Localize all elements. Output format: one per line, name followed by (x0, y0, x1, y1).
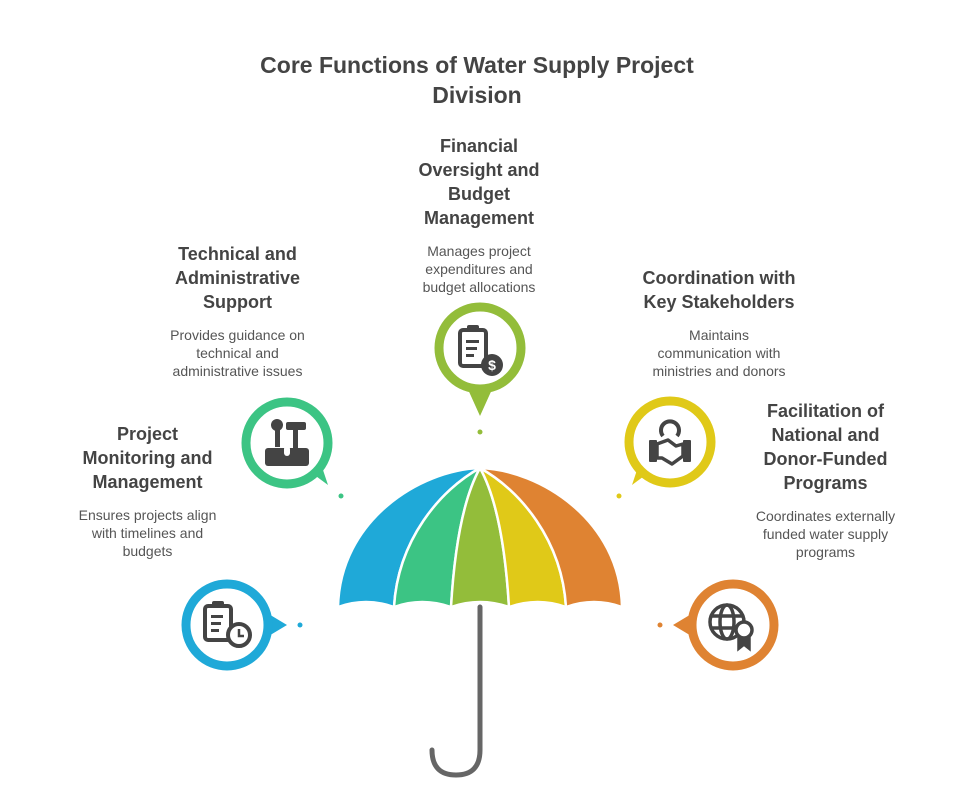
umbrella-handle (429, 604, 483, 778)
clipboard-dollar-icon: $ (458, 325, 503, 376)
text-line: Oversight and (418, 160, 540, 180)
text-line: with timelines and (91, 525, 204, 541)
globe-certificate-icon (708, 603, 754, 652)
text-line: Provides guidance on (170, 327, 305, 343)
text-line: Budget (448, 184, 510, 204)
text-line: Monitoring and (82, 448, 213, 468)
item-project-monitoring: Project Monitoring and Management Ensures … (40, 422, 255, 560)
text-line: technical and (196, 345, 279, 361)
bubble-orange (673, 579, 779, 671)
clipboard-clock-icon (203, 601, 252, 648)
text-line: National and (771, 425, 880, 445)
text-line: budget allocations (422, 279, 536, 295)
text-line: programs (795, 544, 856, 560)
item-description: Maintains communication with ministries an… (610, 326, 828, 380)
text-line: budgets (122, 543, 173, 559)
item-program-facilitation: Facilitation of National and Donor-Funded P… (718, 399, 933, 561)
item-description: Ensures projects align with timelines and… (40, 506, 255, 560)
text-line: Technical and (178, 244, 297, 264)
item-heading: Facilitation of National and Donor-Funded P… (718, 399, 933, 495)
text-line: Programs (783, 473, 868, 493)
title-line: Core Functions of Water Supply Project (260, 52, 694, 78)
text-line: Manages project (427, 243, 531, 259)
marker-dot (338, 493, 344, 499)
text-line: Key Stakeholders (643, 292, 795, 312)
item-stakeholder-coordination: Coordination with Key Stakeholders Mainta… (610, 266, 828, 380)
text-line: Ensures projects align (78, 507, 217, 523)
text-line: Management (92, 472, 203, 492)
item-heading: Technical and Administrative Support (130, 242, 345, 314)
text-line: Administrative (174, 268, 301, 288)
item-description: Manages project expenditures and budget al… (370, 242, 588, 296)
marker-dot (477, 429, 483, 435)
item-heading: Financial Oversight and Budget Management (370, 134, 588, 230)
text-line: Maintains (689, 327, 749, 343)
umbrella-panel-orange (478, 466, 624, 609)
toolbox-icon (265, 419, 309, 466)
diagram-title: Core Functions of Water Supply Project D… (230, 50, 724, 110)
text-line: expenditures and (425, 261, 533, 277)
text-line: Financial (439, 136, 519, 156)
text-line: Support (203, 292, 272, 312)
marker-dot (657, 622, 663, 628)
text-line: Coordination with (642, 268, 796, 288)
item-description: Provides guidance on technical and adminis… (130, 326, 345, 380)
title-line: Division (432, 82, 522, 108)
text-line: ministries and donors (652, 363, 786, 379)
text-line: Facilitation of (767, 401, 884, 421)
text-line: Project (116, 424, 179, 444)
text-line: communication with (657, 345, 781, 361)
item-technical-support: Technical and Administrative Support Provi… (130, 242, 345, 380)
marker-dot (616, 493, 622, 499)
text-line: funded water supply (762, 526, 889, 542)
bubble-lime (434, 302, 526, 416)
item-heading: Coordination with Key Stakeholders (610, 266, 828, 314)
text-line: administrative issues (172, 363, 303, 379)
item-heading: Project Monitoring and Management (40, 422, 255, 494)
bubble-green (241, 397, 333, 489)
svg-text:$: $ (488, 357, 496, 373)
item-description: Coordinates externally funded water suppl… (718, 507, 933, 561)
text-line: Donor-Funded (763, 449, 888, 469)
marker-dot (297, 622, 303, 628)
text-line: Coordinates externally (755, 508, 896, 524)
item-financial-oversight: Financial Oversight and Budget Management M… (370, 134, 588, 296)
text-line: Management (423, 208, 535, 228)
handshake-icon (649, 419, 691, 466)
